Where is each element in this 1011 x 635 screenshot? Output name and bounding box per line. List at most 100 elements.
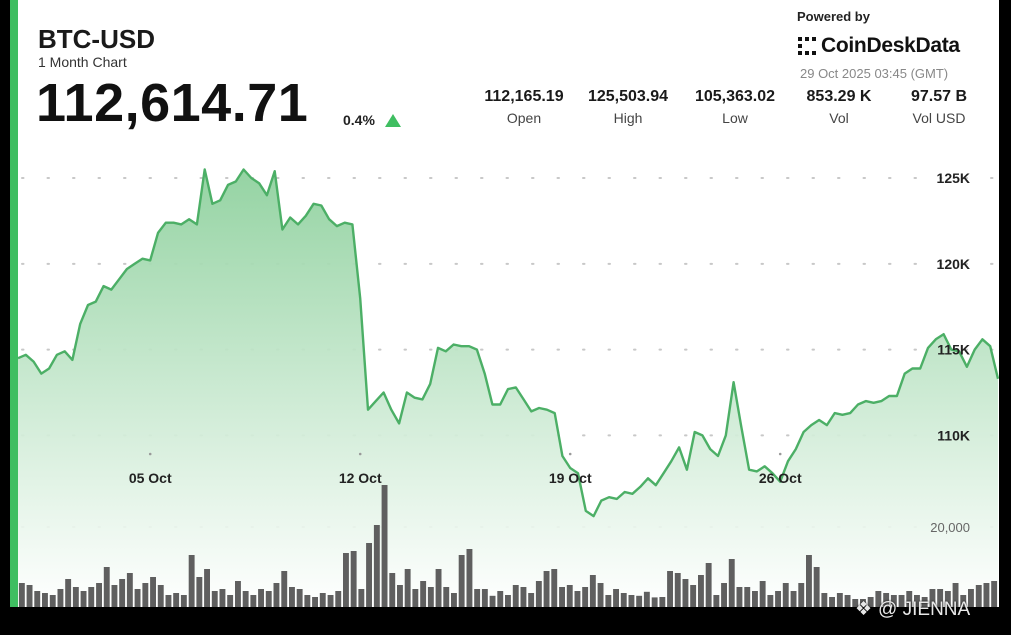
- volume-bar: [867, 597, 874, 607]
- volume-bar: [235, 581, 241, 607]
- volume-bar: [991, 581, 998, 607]
- volume-bar: [636, 595, 643, 607]
- volume-bar: [72, 587, 79, 607]
- stat-label: Vol: [829, 110, 849, 126]
- volume-bar: [674, 573, 681, 607]
- stat-value: 125,503.94: [587, 88, 669, 105]
- volume-bar: [952, 583, 959, 607]
- volume-bar: [34, 591, 41, 607]
- volume-bar: [435, 569, 442, 607]
- volume-bar: [914, 595, 920, 607]
- x-tick-label: 26 Oct: [759, 470, 802, 486]
- volume-bar: [258, 589, 264, 607]
- volume-bar: [126, 573, 133, 607]
- ticker-symbol: BTC-USD: [38, 24, 155, 54]
- current-price: 112,614.71: [36, 73, 309, 133]
- volume-bar: [219, 589, 226, 607]
- accent-bar: [10, 0, 18, 607]
- y-tick-label: 120K: [937, 256, 970, 272]
- stat-label: Open: [506, 110, 542, 126]
- volume-bar: [775, 591, 781, 607]
- volume-bar: [343, 553, 349, 607]
- volume-bar: [690, 585, 697, 607]
- volume-bar: [265, 591, 272, 607]
- volume-bar: [481, 589, 488, 607]
- price-line: [17, 168, 999, 518]
- volume-bar: [489, 595, 496, 607]
- x-tick-mark: [778, 452, 782, 456]
- volume-bar: [906, 591, 913, 607]
- volume-bar: [111, 585, 118, 607]
- volume-bar: [782, 583, 789, 607]
- y-tick-label: 115K: [937, 342, 970, 358]
- volume-bar: [790, 591, 797, 607]
- volume-bar: [574, 591, 581, 607]
- volume-tick-label: 20,000: [930, 520, 970, 535]
- volume-bar: [643, 591, 650, 607]
- volume-bar: [165, 595, 172, 607]
- volume-bar: [227, 595, 234, 607]
- volume-bar: [535, 581, 542, 607]
- volume-bar: [698, 575, 704, 607]
- volume-bar: [119, 579, 126, 607]
- volume-bar: [806, 555, 812, 607]
- powered-by-label: Powered by: [797, 9, 870, 24]
- volume-bar: [597, 583, 604, 607]
- volume-bar: [875, 591, 882, 607]
- diamond-logo-icon: ❖: [855, 599, 873, 620]
- volume-bar: [157, 585, 164, 607]
- chart-card: 125K 120K 115K 110K 20,000 05 Oct 12 Oct 19 Oct…: [10, 0, 999, 607]
- watermark: ❖ @ JIENNA: [855, 598, 970, 621]
- x-tick-mark: [568, 452, 572, 456]
- volume-bar: [620, 593, 627, 607]
- stat-low: 105,363.02 Low: [685, 88, 785, 126]
- volume-bar: [373, 525, 380, 607]
- volume-bar: [844, 595, 851, 607]
- price-volume-chart: 125K 120K 115K 110K 20,000 05 Oct 12 Oct 19 Oct…: [17, 168, 999, 607]
- chart-subtitle: 1 Month Chart: [38, 54, 127, 70]
- volume-bar: [397, 585, 403, 607]
- y-tick-label: 125K: [937, 170, 970, 186]
- volume-bar: [211, 591, 218, 607]
- volume-bar: [420, 581, 427, 607]
- x-tick-label: 12 Oct: [339, 470, 382, 486]
- volume-bar: [829, 597, 835, 607]
- volume-bar: [281, 571, 288, 607]
- coindesk-logo: CoinDeskData: [797, 33, 960, 59]
- x-tick-label: 19 Oct: [549, 470, 592, 486]
- volume-bar: [944, 591, 951, 607]
- volume-bar: [335, 591, 342, 607]
- volume-bar: [88, 587, 95, 607]
- volume-bar: [968, 589, 974, 607]
- volume-bar: [752, 591, 758, 607]
- volume-bar: [196, 577, 203, 607]
- volume-bar: [736, 587, 743, 607]
- volume-bar: [836, 593, 843, 607]
- volume-bar: [404, 569, 411, 607]
- volume-bar: [651, 597, 658, 607]
- x-tick-label: 05 Oct: [129, 470, 172, 486]
- stat-value: 112,165.19: [484, 88, 564, 105]
- volume-bar: [744, 587, 751, 607]
- volume-bar: [381, 485, 388, 607]
- price-area: [18, 169, 998, 607]
- volume-bar: [96, 583, 102, 607]
- volume-bar: [705, 563, 712, 607]
- stat-vol-usd: 97.57 B Vol USD: [889, 88, 989, 126]
- volume-bar: [466, 549, 473, 607]
- volume-bar: [613, 589, 619, 607]
- volume-bar: [921, 597, 928, 607]
- stat-label: High: [613, 110, 643, 126]
- volume-bar: [350, 551, 357, 607]
- volume-bar: [860, 599, 866, 607]
- volume-bar: [312, 597, 318, 607]
- volume-bar: [188, 555, 195, 607]
- stat-label: Vol USD: [912, 110, 966, 126]
- volume-bar: [975, 585, 982, 607]
- volume-bar: [150, 577, 156, 607]
- volume-bar: [412, 589, 419, 607]
- volume-bar: [937, 589, 944, 607]
- watermark-text: @ JIENNA: [878, 598, 971, 620]
- volume-bar: [589, 575, 596, 607]
- volume-bar: [304, 595, 311, 607]
